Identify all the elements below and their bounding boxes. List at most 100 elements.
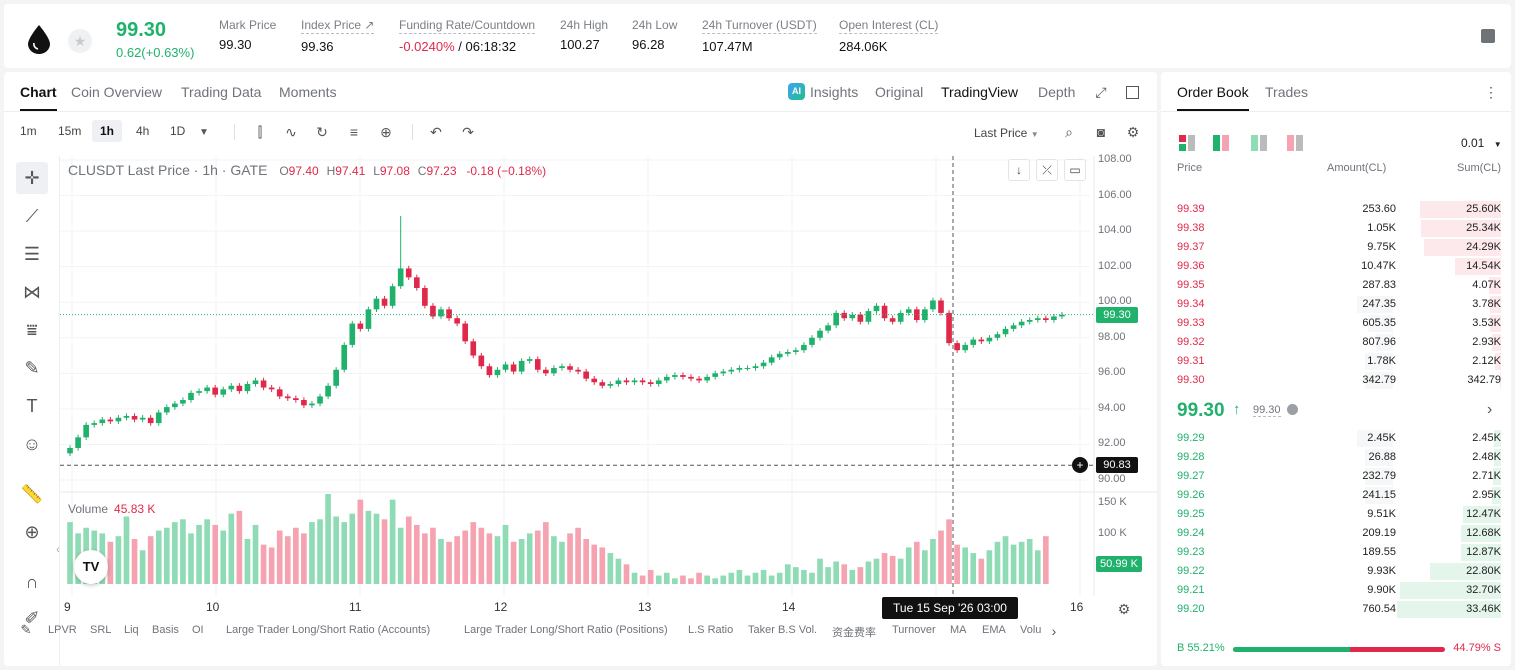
gear-icon[interactable]: ⚙ bbox=[1126, 124, 1140, 140]
window-icon[interactable] bbox=[1126, 86, 1139, 99]
order-row[interactable]: 99.26 241.15 2.95K bbox=[1161, 486, 1511, 505]
tab-order-book[interactable]: Order Book bbox=[1177, 84, 1249, 111]
indicator-item[interactable]: Large Trader Long/Short Ratio (Accounts) bbox=[226, 624, 431, 636]
both-sides-view-icon[interactable] bbox=[1179, 135, 1195, 151]
candle-type-icon[interactable]: ⫿ bbox=[257, 124, 263, 140]
order-row[interactable]: 99.20 760.54 33.46K bbox=[1161, 600, 1511, 619]
order-row[interactable]: 99.37 9.75K 24.29K bbox=[1161, 238, 1511, 257]
add-alert-icon[interactable]: + bbox=[1072, 457, 1088, 474]
fibonacci-icon[interactable]: ⩸ bbox=[26, 320, 38, 340]
indicator-item[interactable]: LPVR bbox=[48, 624, 77, 636]
ruler-icon[interactable]: 📏 bbox=[20, 484, 44, 504]
magnet-icon[interactable]: ∩ bbox=[25, 572, 39, 592]
templates-icon[interactable]: ≡ bbox=[349, 124, 359, 140]
order-row[interactable]: 99.39 253.60 25.60K bbox=[1161, 200, 1511, 219]
horizontal-lines-icon[interactable]: ☰ bbox=[23, 244, 41, 264]
book-icon[interactable] bbox=[1481, 29, 1495, 43]
more-vertical-icon[interactable]: ⋮ bbox=[1484, 84, 1498, 100]
tab-trades[interactable]: Trades bbox=[1265, 84, 1309, 100]
crosshair-icon[interactable]: ✛ bbox=[16, 162, 48, 194]
order-row[interactable]: 99.34 247.35 3.78K bbox=[1161, 295, 1511, 314]
collapse-icon[interactable]: ⤫ bbox=[1036, 159, 1058, 181]
chevron-left-icon[interactable]: ‹ bbox=[56, 544, 60, 556]
order-row[interactable]: 99.27 232.79 2.71K bbox=[1161, 467, 1511, 486]
asks-view-icon[interactable] bbox=[1287, 135, 1303, 151]
split-view-icon[interactable] bbox=[1213, 135, 1229, 151]
tab-depth[interactable]: Depth bbox=[1038, 84, 1076, 100]
order-row[interactable]: 99.35 287.83 4.07K bbox=[1161, 276, 1511, 295]
indicator-item[interactable]: SRL bbox=[90, 624, 112, 636]
search-icon[interactable]: ⌕ bbox=[1065, 124, 1073, 140]
order-row[interactable]: 99.33 605.35 3.53K bbox=[1161, 314, 1511, 333]
tab-trading-data[interactable]: Trading Data bbox=[181, 84, 262, 100]
stat-open-interest[interactable]: Open Interest (CL) 284.06K bbox=[839, 18, 939, 54]
indicator-item[interactable]: OI bbox=[192, 624, 204, 636]
timeframe-1m[interactable]: 1m bbox=[20, 124, 37, 138]
settings-gear-icon[interactable]: ⚙ bbox=[1117, 601, 1131, 617]
pattern-icon[interactable]: ⋈ bbox=[23, 282, 41, 302]
order-row[interactable]: 99.31 1.78K 2.12K bbox=[1161, 352, 1511, 371]
indicator-item[interactable]: L.S Ratio bbox=[688, 624, 734, 636]
amount-bar bbox=[1365, 487, 1393, 504]
tab-coin-overview[interactable]: Coin Overview bbox=[71, 84, 163, 100]
stat-24h-turnover[interactable]: 24h Turnover (USDT) 107.47M bbox=[702, 18, 817, 54]
tab-chart[interactable]: Chart bbox=[20, 84, 57, 111]
timeframe-1d[interactable]: 1D bbox=[170, 124, 186, 138]
order-row[interactable]: 99.22 9.93K 22.80K bbox=[1161, 562, 1511, 581]
volume-bar bbox=[736, 569, 743, 584]
zoom-in-icon[interactable]: ⊕ bbox=[24, 522, 40, 542]
tradingview-logo-icon[interactable]: TV bbox=[74, 550, 108, 584]
indicators-icon[interactable]: ∿ bbox=[285, 124, 297, 140]
order-row[interactable]: 99.36 10.47K 14.54K bbox=[1161, 257, 1511, 276]
tab-moments[interactable]: Moments bbox=[279, 84, 337, 100]
indicator-item[interactable]: Large Trader Long/Short Ratio (Positions… bbox=[464, 624, 668, 636]
bids-view-icon[interactable] bbox=[1251, 135, 1267, 151]
timeframe-4h[interactable]: 4h bbox=[136, 124, 150, 138]
brush-icon[interactable]: ✎ bbox=[24, 358, 40, 378]
add-indicator-icon[interactable]: ⊕ bbox=[380, 124, 392, 140]
stat-index-price[interactable]: Index Price ↗ 99.36 bbox=[301, 18, 375, 54]
indicator-item[interactable]: Liq bbox=[124, 624, 139, 636]
redo-icon[interactable]: ↷ bbox=[462, 124, 474, 140]
price-source-select[interactable]: Last Price ▼ bbox=[974, 126, 1039, 140]
trendline-icon[interactable]: ⟋ bbox=[25, 206, 39, 226]
pencil-lock-icon[interactable]: ✐ bbox=[24, 608, 40, 628]
arrow-down-icon[interactable]: ↓ bbox=[1008, 159, 1030, 181]
tab-insights[interactable]: Insights bbox=[810, 84, 859, 100]
order-row[interactable]: 99.25 9.51K 12.47K bbox=[1161, 505, 1511, 524]
stat-funding-rate[interactable]: Funding Rate/Countdown -0.0240% / 06:18:… bbox=[399, 18, 536, 54]
indicator-item[interactable]: Turnover bbox=[892, 624, 936, 636]
timeframe-1h[interactable]: 1h bbox=[92, 120, 123, 142]
indicator-item[interactable]: Volu bbox=[1020, 624, 1042, 636]
indicator-item[interactable]: Basis bbox=[152, 624, 179, 636]
chevron-right-icon[interactable]: › bbox=[1487, 401, 1493, 418]
fullscreen-icon[interactable]: ▭ bbox=[1064, 159, 1086, 181]
chevron-down-icon[interactable]: ▼ bbox=[199, 127, 209, 138]
camera-icon[interactable]: ◙ bbox=[1096, 124, 1106, 140]
chevron-right-icon[interactable]: › bbox=[1051, 623, 1057, 639]
timeframe-15m[interactable]: 15m bbox=[58, 124, 82, 138]
order-row[interactable]: 99.29 2.45K 2.45K bbox=[1161, 429, 1511, 448]
indicator-item[interactable]: 资金费率 bbox=[832, 627, 876, 639]
precision-select[interactable]: 0.01 ▼ bbox=[1461, 136, 1502, 150]
order-row[interactable]: 99.24 209.19 12.68K bbox=[1161, 524, 1511, 543]
order-row[interactable]: 99.21 9.90K 32.70K bbox=[1161, 581, 1511, 600]
order-row[interactable]: 99.32 807.96 2.93K bbox=[1161, 333, 1511, 352]
candlestick-chart[interactable] bbox=[60, 156, 1157, 596]
indicator-item[interactable]: Taker B.S Vol. bbox=[748, 624, 818, 636]
tab-original[interactable]: Original bbox=[875, 84, 924, 100]
order-row[interactable]: 99.38 1.05K 25.34K bbox=[1161, 219, 1511, 238]
indicator-item[interactable]: EMA bbox=[982, 624, 1006, 636]
emoji-icon[interactable]: ☺ bbox=[22, 434, 42, 454]
undo-icon[interactable]: ↶ bbox=[430, 124, 442, 140]
text-icon[interactable]: T bbox=[26, 396, 38, 416]
order-row[interactable]: 99.28 26.88 2.48K bbox=[1161, 448, 1511, 467]
order-row[interactable]: 99.30 342.79 342.79 bbox=[1161, 371, 1511, 390]
expand-icon[interactable]: ⤢ bbox=[1095, 84, 1107, 100]
indicator-item[interactable]: MA bbox=[950, 624, 967, 636]
order-row[interactable]: 99.23 189.55 12.87K bbox=[1161, 543, 1511, 562]
favorite-star-icon[interactable]: ★ bbox=[68, 29, 92, 53]
tab-tradingview[interactable]: TradingView bbox=[941, 84, 1019, 100]
pencil-icon[interactable]: ✎ bbox=[20, 622, 32, 637]
replay-icon[interactable]: ↻ bbox=[316, 124, 328, 140]
